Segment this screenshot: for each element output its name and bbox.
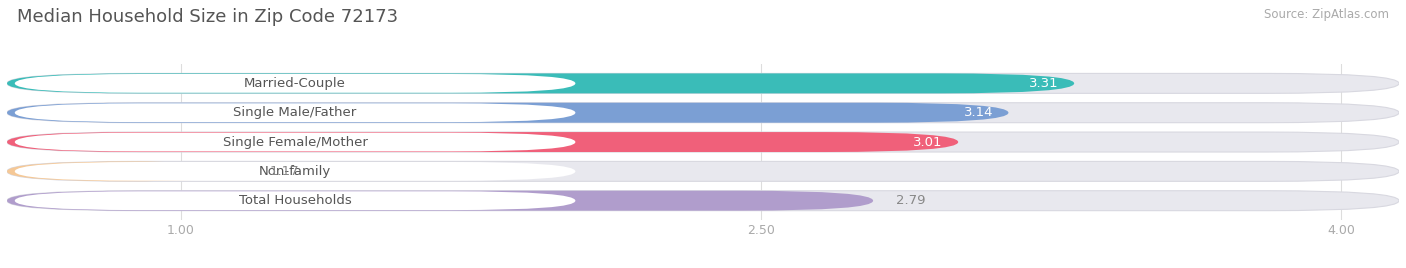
FancyBboxPatch shape	[15, 162, 575, 181]
FancyBboxPatch shape	[7, 191, 873, 211]
FancyBboxPatch shape	[7, 73, 1074, 93]
Text: Single Female/Mother: Single Female/Mother	[222, 136, 367, 148]
Text: Median Household Size in Zip Code 72173: Median Household Size in Zip Code 72173	[17, 8, 398, 26]
Text: 3.14: 3.14	[963, 106, 993, 119]
FancyBboxPatch shape	[7, 191, 1399, 211]
FancyBboxPatch shape	[15, 191, 575, 210]
FancyBboxPatch shape	[7, 161, 1399, 181]
FancyBboxPatch shape	[7, 132, 1399, 152]
FancyBboxPatch shape	[15, 103, 575, 122]
Text: 3.01: 3.01	[914, 136, 942, 148]
FancyBboxPatch shape	[15, 74, 575, 93]
Text: 2.79: 2.79	[897, 194, 925, 207]
Text: Non-family: Non-family	[259, 165, 332, 178]
Text: Total Households: Total Households	[239, 194, 352, 207]
FancyBboxPatch shape	[7, 132, 957, 152]
FancyBboxPatch shape	[7, 103, 1399, 123]
Text: Married-Couple: Married-Couple	[245, 77, 346, 90]
Text: Source: ZipAtlas.com: Source: ZipAtlas.com	[1264, 8, 1389, 21]
Text: 3.31: 3.31	[1029, 77, 1059, 90]
FancyBboxPatch shape	[7, 103, 1008, 123]
FancyBboxPatch shape	[7, 73, 1399, 93]
Text: 1.17: 1.17	[270, 165, 299, 178]
FancyBboxPatch shape	[15, 133, 575, 151]
FancyBboxPatch shape	[7, 161, 246, 181]
Text: Single Male/Father: Single Male/Father	[233, 106, 357, 119]
